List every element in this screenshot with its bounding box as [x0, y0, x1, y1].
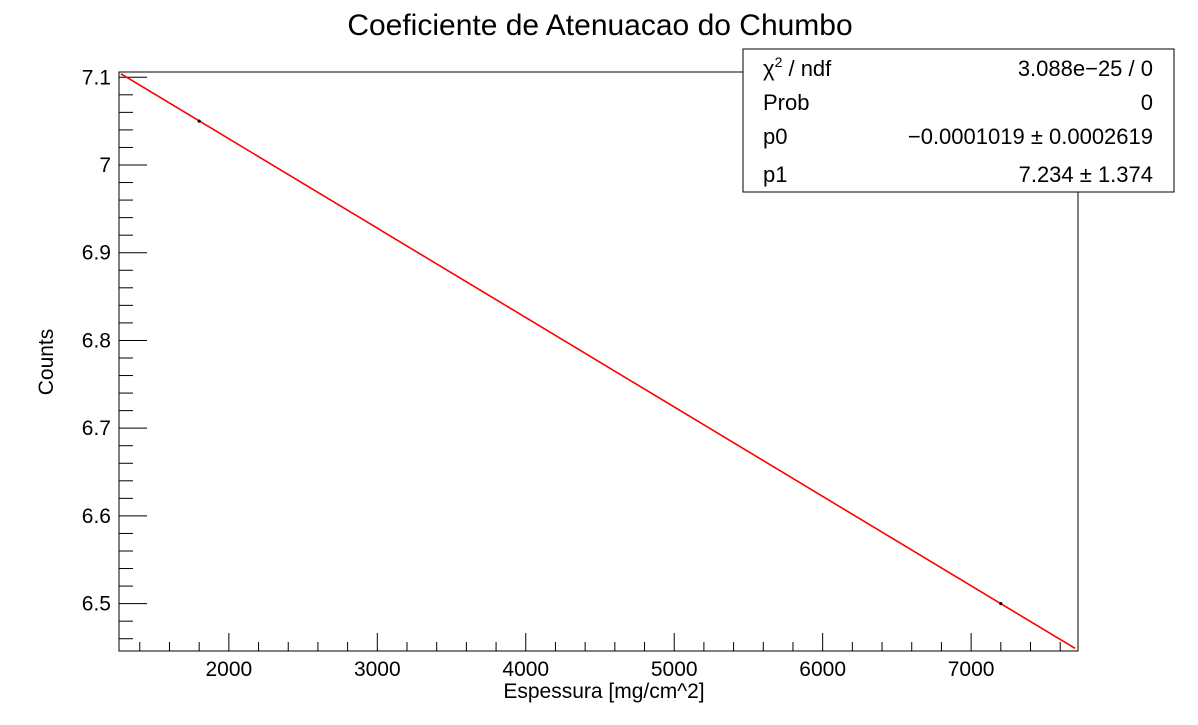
stats-value-p0: −0.0001019 ± 0.0002619 — [908, 124, 1153, 149]
series-layer — [120, 73, 1076, 650]
x-axis-label: Espessura [mg/cm^2] — [503, 680, 704, 703]
y-axis: 6.5 6.6 6.7 6.8 6.9 7 7.1 — [82, 66, 147, 640]
y-tick-label: 7 — [99, 154, 111, 177]
fit-line — [120, 73, 1076, 650]
stats-box: χ2 / ndf 3.088e−25 / 0 Prob 0 p0 −0.0001… — [742, 48, 1175, 193]
x-tick-label: 7000 — [948, 658, 995, 681]
stats-label-prob: Prob — [763, 90, 809, 115]
y-tick-label: 6.8 — [82, 329, 111, 352]
data-point — [999, 602, 1003, 606]
stats-value-p1: 7.234 ± 1.374 — [1019, 162, 1153, 187]
y-tick-label: 6.9 — [82, 242, 111, 265]
chart-title: Coeficiente de Atenuacao do Chumbo — [347, 9, 852, 42]
y-tick-label: 6.6 — [82, 505, 111, 528]
stats-value-chi2: 3.088e−25 / 0 — [1018, 56, 1153, 81]
stats-label-chi2: χ2 / ndf — [763, 54, 832, 81]
y-tick-label: 6.7 — [82, 417, 111, 440]
y-axis-label: Counts — [35, 329, 58, 396]
y-tick-label: 6.5 — [82, 593, 111, 616]
x-tick-label: 5000 — [651, 658, 698, 681]
x-tick-label: 6000 — [799, 658, 846, 681]
x-axis: 2000 3000 4000 5000 6000 7000 — [139, 633, 1061, 681]
y-tick-label: 7.1 — [82, 66, 111, 89]
data-point — [197, 119, 201, 123]
x-tick-label: 2000 — [205, 658, 252, 681]
stats-label-p0: p0 — [763, 124, 787, 149]
plot-frame — [118, 71, 1079, 652]
x-tick-label: 4000 — [502, 658, 549, 681]
stats-box-frame — [742, 48, 1175, 193]
stats-value-prob: 0 — [1141, 90, 1153, 115]
stats-label-p1: p1 — [763, 162, 787, 187]
x-tick-label: 3000 — [354, 658, 401, 681]
